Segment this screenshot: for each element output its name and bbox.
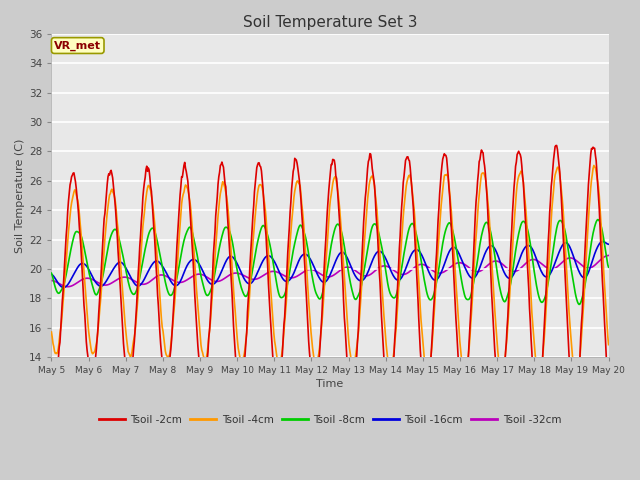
Legend: Tsoil -2cm, Tsoil -4cm, Tsoil -8cm, Tsoil -16cm, Tsoil -32cm: Tsoil -2cm, Tsoil -4cm, Tsoil -8cm, Tsoi…	[95, 411, 565, 429]
X-axis label: Time: Time	[316, 379, 344, 389]
Text: VR_met: VR_met	[54, 40, 101, 51]
Title: Soil Temperature Set 3: Soil Temperature Set 3	[243, 15, 417, 30]
Y-axis label: Soil Temperature (C): Soil Temperature (C)	[15, 138, 25, 253]
